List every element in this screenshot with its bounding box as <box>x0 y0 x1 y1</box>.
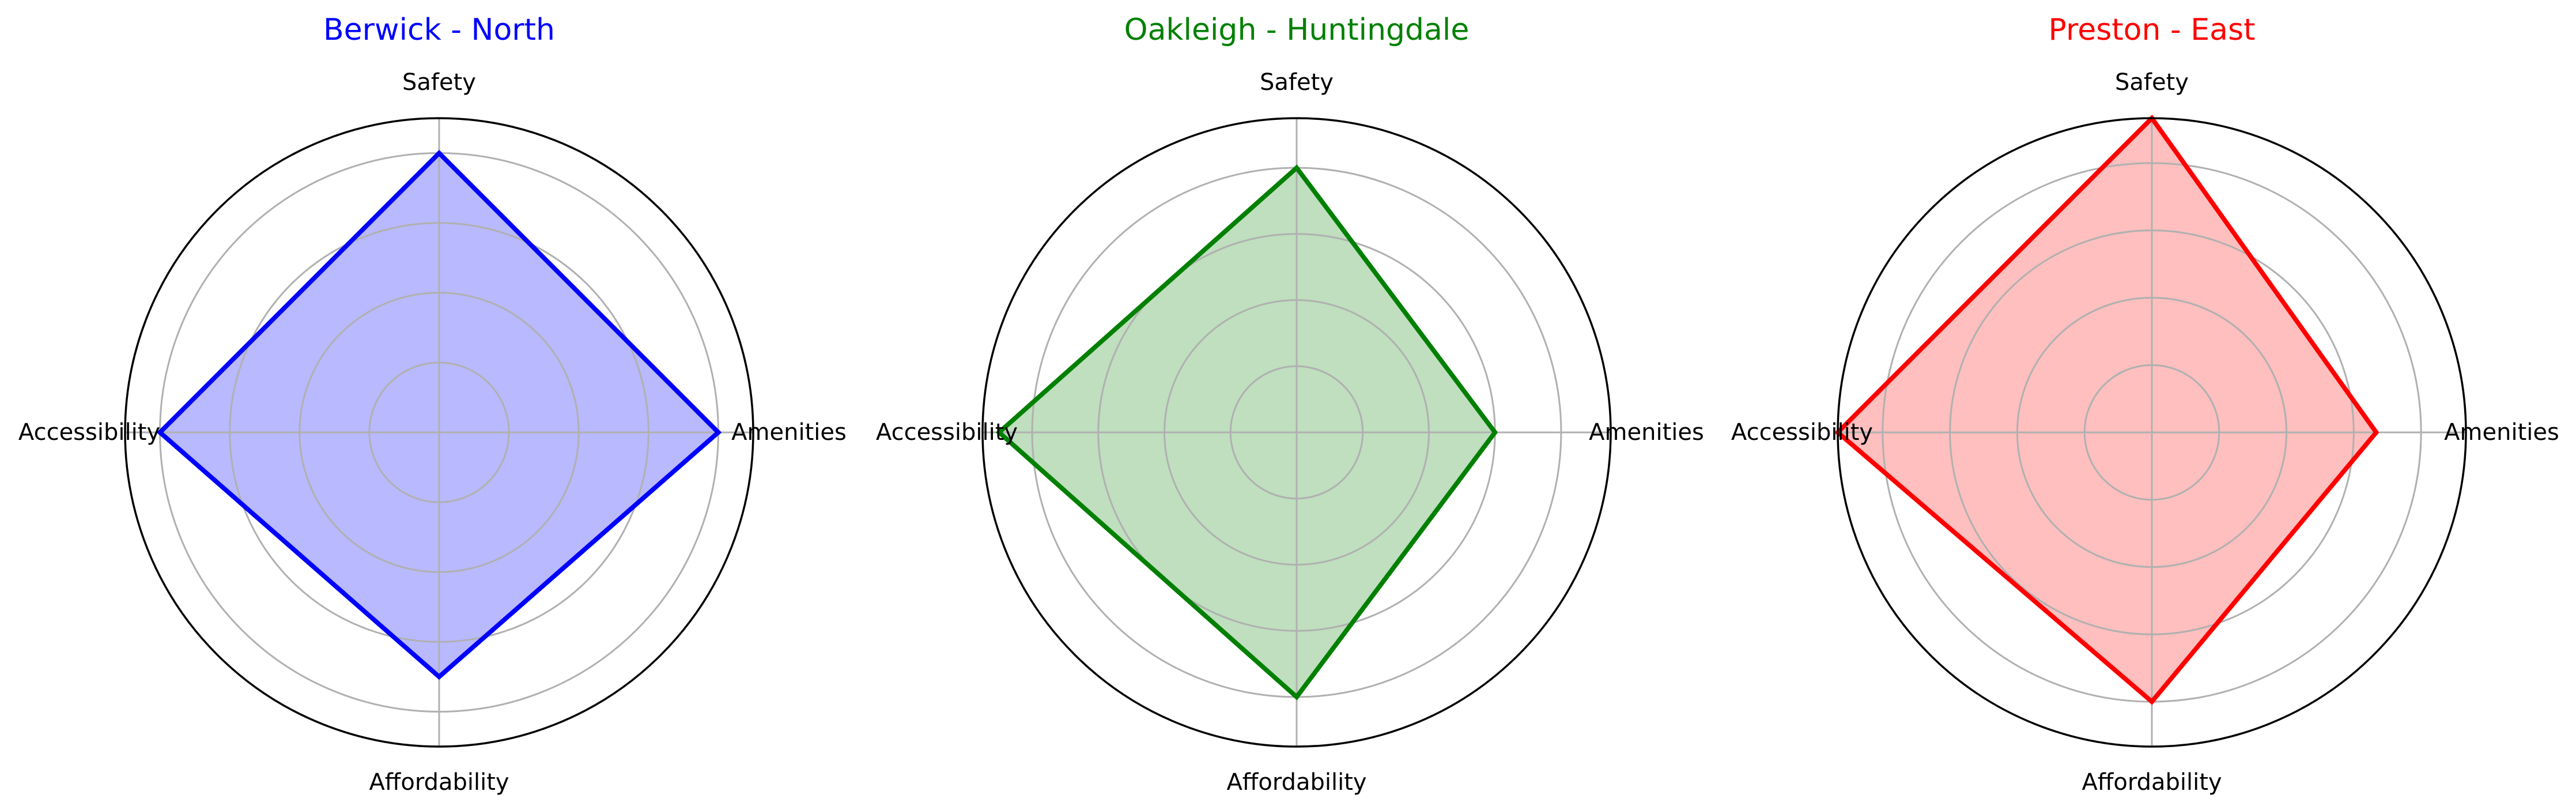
chart-title: Oakleigh - Huntingdale <box>1124 13 1470 47</box>
axis-label: Affordability <box>369 769 509 796</box>
radar-panel: Amenities Safety Accessibility Affordabilit… <box>876 13 1704 796</box>
chart-title: Berwick - North <box>323 13 555 47</box>
data-point <box>1294 165 1299 171</box>
data-point <box>437 150 441 156</box>
data-point <box>2374 430 2379 435</box>
axis-label: Safety <box>2115 69 2189 96</box>
polar-frame <box>981 117 1612 748</box>
data-point <box>1294 694 1299 699</box>
radar-panel: Amenities Safety Accessibility Affordabilit… <box>1731 13 2559 796</box>
radar-panel: Amenities Safety Accessibility Affordabilit… <box>18 13 847 796</box>
axis-label: Safety <box>1260 69 1334 96</box>
polar-frame <box>124 117 754 748</box>
data-point <box>996 430 1002 435</box>
series-fill-area <box>1838 118 2377 702</box>
data-point <box>716 430 721 435</box>
data-point <box>157 430 163 435</box>
data-point <box>437 674 441 679</box>
axis-label: Amenities <box>731 419 847 446</box>
axis-label: Amenities <box>2444 419 2559 446</box>
axis-label: Accessibility <box>1731 419 1873 446</box>
axis-label: Affordability <box>1226 769 1366 796</box>
axis-label: Amenities <box>1589 419 1704 446</box>
axis-label: Safety <box>402 69 476 96</box>
axis-label: Accessibility <box>18 419 160 446</box>
data-point <box>1493 430 1498 435</box>
chart-title: Preston - East <box>2049 13 2256 47</box>
data-point <box>2150 699 2154 704</box>
axis-label: Affordability <box>2082 769 2222 796</box>
axis-label: Accessibility <box>876 419 1018 446</box>
polar-frame <box>1837 117 2467 748</box>
